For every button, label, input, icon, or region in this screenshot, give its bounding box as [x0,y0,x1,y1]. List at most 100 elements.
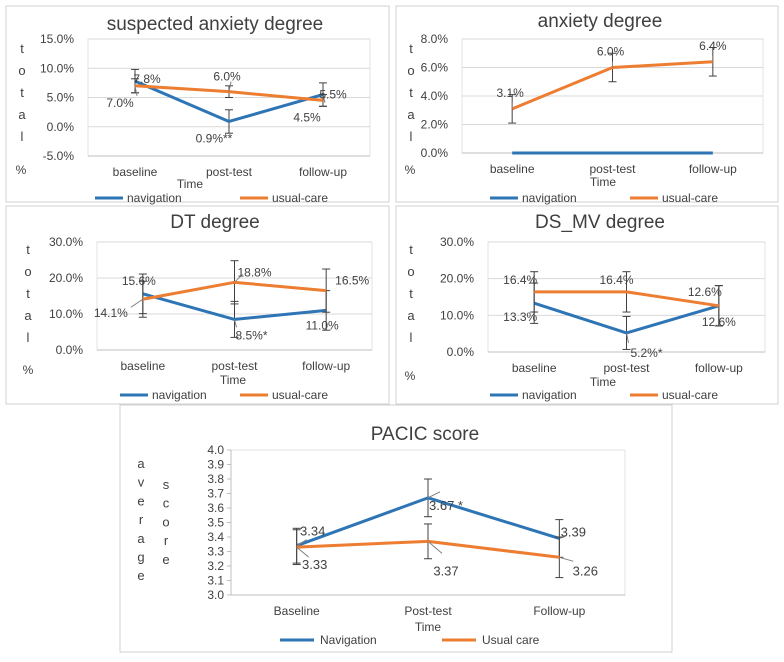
y-tick-label: 0.0% [56,343,84,357]
x-tick-label: baseline [120,359,165,373]
y-tick-label: 20.0% [440,272,474,286]
data-label: 16.4% [599,273,633,287]
data-label: 6.0% [597,45,625,59]
data-label: 16.4% [503,273,537,287]
data-label: 3.1% [496,86,524,100]
x-tick-label: baseline [490,162,535,176]
chart-suspected-anxiety-degree: suspected anxiety degree % Time navigati… [5,5,390,205]
chart-dt-degree: DT degree % Time navigation usual-care 0… [5,205,390,405]
y-axis-title-char: t [409,85,413,100]
y-axis-title2-char: o [162,514,169,529]
data-label-leader [228,81,232,92]
y-tick-label: 3.1 [207,574,224,588]
y-tick-label: 5.0% [47,91,75,105]
y-tick-label: 3.7 [207,487,224,501]
y-axis-title-char: l [410,330,413,345]
x-tick-label: Follow-up [533,604,585,618]
y-tick-label: 3.6 [207,501,224,515]
data-label: 11.0% [306,318,339,332]
y-axis-title-char: r [139,512,144,527]
x-axis-title: Time [415,620,442,634]
legend-label-usual-care: usual-care [272,191,328,205]
x-tick-label: follow-up [302,359,350,373]
y-tick-label: 10.0% [440,308,474,322]
y-axis-title-char: a [407,308,415,323]
data-label: 18.8% [237,265,271,279]
y-axis-title2-char: s [163,477,170,492]
data-label-leader [427,540,443,554]
legend-label-usual-care: usual-care [662,388,718,402]
legend-label-navigation: navigation [127,191,182,205]
y-tick-label: 15.0% [40,32,74,46]
y-axis-title-char: g [137,550,144,565]
data-label-leader [559,556,574,562]
chart-title: suspected anxiety degree [107,14,324,35]
data-label: 5.5% [319,88,347,102]
legend-label-usual-care: Usual care [482,633,540,647]
y-axis-title-char: l [27,330,30,345]
y-tick-label: 0.0% [421,146,449,160]
chart-title: PACIC score [371,424,479,445]
y-tick-label: 30.0% [49,235,83,249]
data-label-leader [296,539,307,547]
y-tick-label: 3.8 [207,472,224,486]
legend-label-usual-care: usual-care [272,388,328,402]
y-axis-title-char: t [409,242,413,257]
x-tick-label: follow-up [695,361,743,375]
y-axis-title-char: e [137,568,144,583]
y-tick-label: 0.0% [47,120,75,134]
y-tick-label: 3.5 [207,516,224,530]
data-label-leader [234,273,243,283]
chart-title: anxiety degree [538,11,663,32]
y-tick-label: 3.9 [207,458,224,472]
y-tick-label: 20.0% [49,271,83,285]
y-tick-label: 3.0 [207,588,224,602]
y-axis-title-char: a [137,531,145,546]
data-label-leader [134,85,138,96]
data-label: 0.9%** [196,131,233,145]
y-axis-title-char: e [137,493,144,508]
y-axis-title-char: t [409,41,413,56]
y-axis-title-char: a [137,456,145,471]
y-tick-label: 10.0% [40,61,74,75]
y-axis-title-char: t [20,85,24,100]
x-tick-label: Post-test [404,604,452,618]
data-label-leader [296,546,309,558]
x-axis-title: Time [220,373,247,387]
y-axis-title-char: t [26,242,30,257]
x-tick-label: post-test [206,165,253,179]
y-axis-title-char: a [18,107,26,122]
data-label-leader [626,332,629,344]
y-axis-title-char: t [20,41,24,56]
y-tick-label: 2.0% [421,118,449,132]
data-label: 6.4% [699,39,727,53]
x-tick-label: post-test [603,361,650,375]
data-label: 7.8% [133,72,161,86]
data-label-leader [427,491,441,499]
data-label: 16.5% [335,274,369,288]
data-label: 3.67 * [429,498,463,513]
data-label: 4.5% [293,110,321,124]
y-axis-title-char: o [24,264,31,279]
y-axis-title-char: l [21,129,24,144]
y-tick-label: 0.0% [447,345,475,359]
y-axis-title-char: o [407,264,414,279]
chart-pacic-score: PACIC score Time Navigation Usual care 3… [119,404,673,653]
y-axis-unit: % [405,163,416,177]
x-tick-label: baseline [512,361,557,375]
y-tick-label: 3.2 [207,559,224,573]
legend-label-navigation: navigation [152,388,207,402]
data-label: 5.2%* [630,346,662,360]
x-tick-label: post-test [211,359,258,373]
y-tick-label: 10.0% [49,307,83,321]
chart-title: DS_MV degree [535,212,665,233]
chart-anxiety-degree: anxiety degree % Time navigation usual-c… [395,5,779,205]
y-tick-label: -5.0% [43,149,75,163]
x-tick-label: baseline [113,165,158,179]
data-label-leader [130,298,144,308]
chart-frame [119,404,673,653]
y-axis-title-char: t [409,286,413,301]
y-tick-label: 30.0% [440,235,474,249]
y-tick-label: 3.3 [207,545,224,559]
data-label-leader [234,319,237,328]
